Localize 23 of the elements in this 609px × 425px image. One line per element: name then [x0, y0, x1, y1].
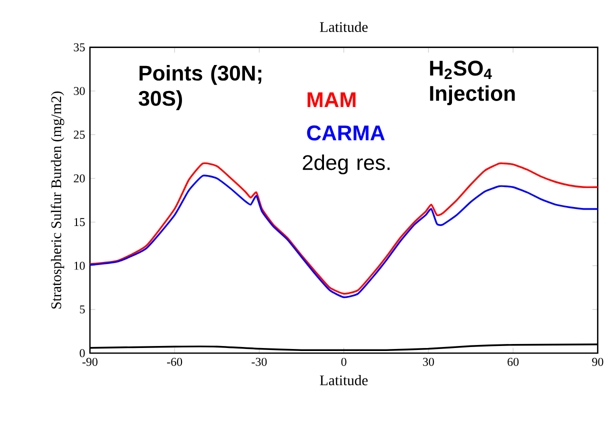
- y-tick-label: 10: [74, 262, 85, 270]
- annotation: 2deg res.: [302, 154, 390, 174]
- y-tick-label: 35: [74, 43, 85, 52]
- x-tick-label: -30: [252, 358, 267, 366]
- x-tick-label: -60: [167, 358, 182, 366]
- y-tick-label: 20: [74, 174, 85, 182]
- x-tick-label: 60: [508, 358, 519, 366]
- x-tick-label: 0: [341, 358, 346, 366]
- x-tick-label: -90: [82, 358, 98, 366]
- y-tick-label: 0: [80, 349, 85, 358]
- annotation: H$_{2}$SO$_{4}$ Injection: [430, 60, 515, 106]
- x-axis-title: Latitude: [320, 374, 368, 386]
- y-axis-title: Stratospheric Sulfur Burden (mg/m2): [50, 91, 64, 309]
- x-tick-label: 90: [592, 358, 604, 366]
- chart-title: Latitude: [320, 22, 368, 32]
- x-tick-label: 30: [423, 358, 434, 366]
- y-tick-label: 5: [80, 305, 85, 314]
- y-tick-label: 25: [74, 130, 85, 139]
- y-tick-label: 15: [74, 218, 85, 226]
- y-tick-label: 30: [74, 86, 85, 95]
- text: MAM: [308, 92, 356, 107]
- text: CARMA: [307, 125, 385, 140]
- annotation: Points (30N; 30S): [138, 65, 262, 110]
